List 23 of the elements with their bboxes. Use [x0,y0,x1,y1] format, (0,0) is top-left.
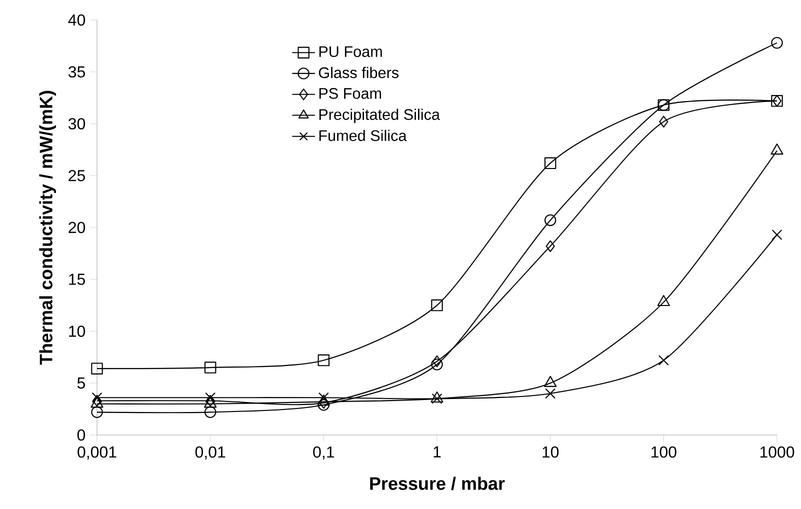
x-tick-label: 1 [434,446,441,458]
y-tick-label: 15 [69,274,85,285]
x-tick-label: 10 [542,446,559,458]
x-tick-label: 0,1 [313,446,334,460]
x-tick-label: 100 [652,446,676,458]
y-tick-label: 0 [77,429,86,441]
x-tick-label: 1000 [760,446,794,458]
legend-label: Precipitated Silica [319,108,440,123]
legend-label: Fumed Silica [319,130,407,142]
x-tick-label: 0,01 [195,446,226,460]
y-tick-label: 30 [68,118,86,130]
y-tick-label: 35 [68,66,85,78]
legend-label: PS Foam [319,88,382,99]
y-tick-label: 5 [77,378,85,389]
y-axis-title: Thermal conductivity / mW/(mK) [39,90,56,365]
y-tick-label: 40 [68,14,86,26]
x-axis-title: Pressure / mbar [370,476,505,490]
legend-label: PU Foam [319,46,382,58]
y-tick-label: 10 [69,326,86,337]
y-tick-label: 25 [68,170,85,182]
x-tick-label: 0,001 [78,446,116,460]
legend-label: Glass fibers [318,66,399,78]
y-tick-label: 20 [68,222,86,234]
